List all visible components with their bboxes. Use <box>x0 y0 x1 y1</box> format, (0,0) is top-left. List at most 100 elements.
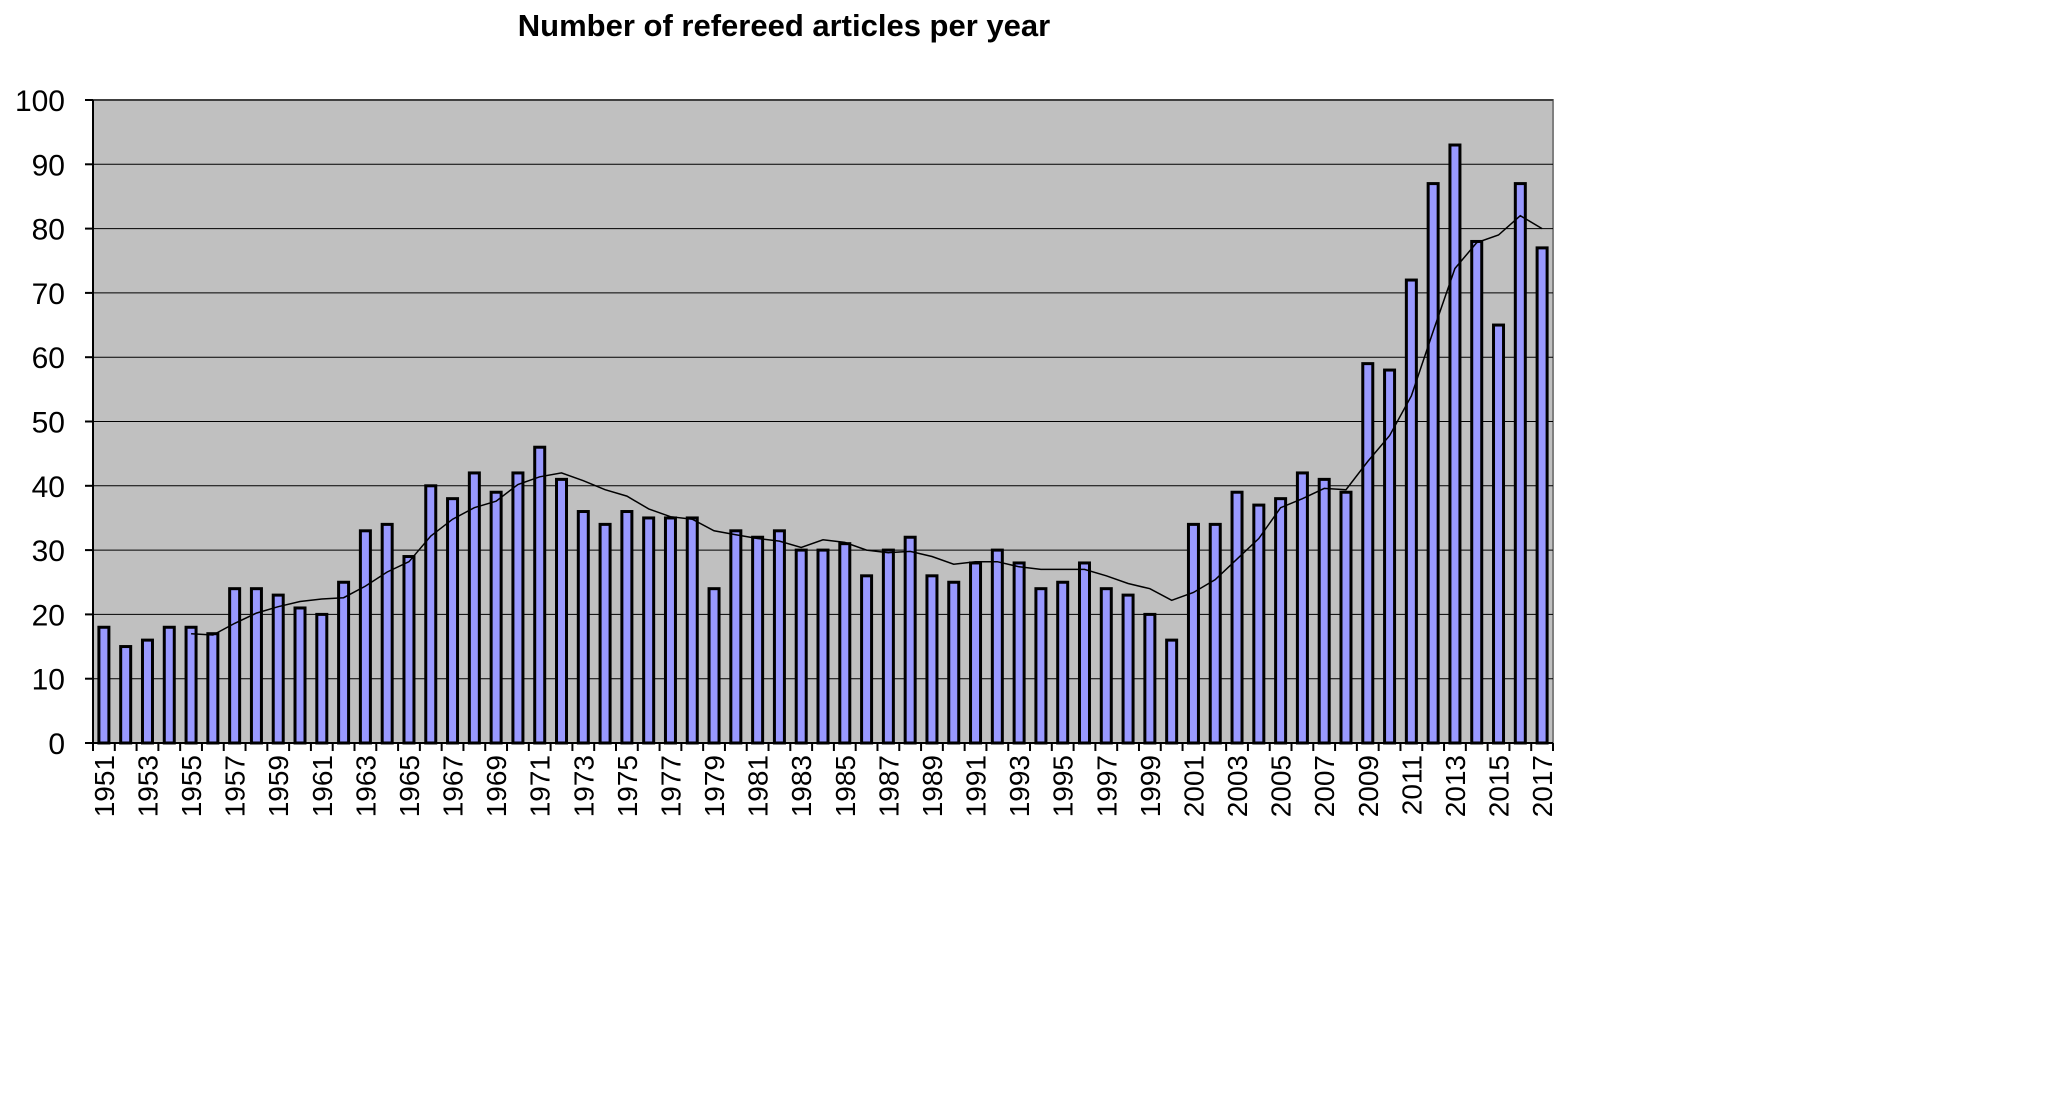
bar-1973 <box>576 510 590 745</box>
x-tick-label: 1973 <box>568 755 599 817</box>
x-tick-label: 1959 <box>263 755 294 817</box>
bar-1959 <box>271 593 285 745</box>
bar-1954 <box>162 625 176 745</box>
y-tick-label: 0 <box>48 728 65 761</box>
bar-1971 <box>533 445 547 745</box>
x-tick-label: 1961 <box>307 755 338 817</box>
bar-1978 <box>685 516 699 745</box>
x-tick-label: 1997 <box>1091 755 1122 817</box>
y-tick-label: 90 <box>32 149 65 182</box>
x-tick-label: 1981 <box>743 755 774 817</box>
x-tick-label: 2015 <box>1484 755 1515 817</box>
x-tick-label: 1957 <box>220 755 251 817</box>
bar-2007 <box>1317 477 1331 745</box>
bar-1990 <box>947 580 961 745</box>
bar-1992 <box>990 548 1004 745</box>
x-tick-label: 1965 <box>394 755 425 817</box>
x-tick-label: 2005 <box>1266 755 1297 817</box>
y-tick-label: 30 <box>32 535 65 568</box>
bar-1979 <box>707 587 721 745</box>
x-axis-tick-labels: 1951 1953 1955 1957 1959 1961 1963 1965 1967 1969… <box>89 743 1558 817</box>
bar-1970 <box>511 471 525 745</box>
x-tick-label: 2001 <box>1178 755 1209 817</box>
bar-2001 <box>1186 522 1200 745</box>
bar-1982 <box>772 529 786 745</box>
bar-1977 <box>663 516 677 745</box>
y-tick-label: 20 <box>32 599 65 632</box>
bar-1983 <box>794 548 808 745</box>
x-tick-label: 1955 <box>176 755 207 817</box>
x-tick-label: 1963 <box>350 755 381 817</box>
bar-1957 <box>228 587 242 745</box>
x-tick-label: 1989 <box>917 755 948 817</box>
bar-1956 <box>206 632 220 745</box>
x-tick-label: 2007 <box>1309 755 1340 817</box>
x-tick-label: 1993 <box>1004 755 1035 817</box>
trend-line <box>191 214 1543 636</box>
x-tick-label: 1971 <box>525 755 556 817</box>
x-tick-label: 2011 <box>1396 755 1427 815</box>
bar-1989 <box>925 574 939 745</box>
y-tick-label: 40 <box>32 471 65 504</box>
chart-title: Number of refereed articles per year <box>517 8 1051 43</box>
x-tick-label: 1977 <box>656 755 687 817</box>
bar-2012 <box>1426 182 1440 745</box>
bar-2011 <box>1404 278 1418 745</box>
bar-1998 <box>1121 593 1135 745</box>
x-tick-label: 1995 <box>1048 755 1079 817</box>
bar-1967 <box>446 497 460 745</box>
bar-2008 <box>1339 490 1353 745</box>
bar-1961 <box>315 612 329 745</box>
bar-1988 <box>903 535 917 745</box>
bar-2013 <box>1448 143 1462 745</box>
bar-1972 <box>555 477 569 745</box>
bar-1993 <box>1012 561 1026 745</box>
bar-1951 <box>97 625 111 745</box>
bar-2009 <box>1361 362 1375 745</box>
bar-1975 <box>620 510 634 745</box>
bar-1963 <box>358 529 372 745</box>
bar-2014 <box>1470 239 1484 745</box>
x-tick-label: 2009 <box>1353 755 1384 817</box>
x-tick-label: 1951 <box>89 755 120 817</box>
bar-1987 <box>881 548 895 745</box>
x-tick-label: 1983 <box>786 755 817 817</box>
y-tick-label: 70 <box>32 278 65 311</box>
bar-1976 <box>642 516 656 745</box>
bar-1974 <box>598 522 612 745</box>
y-tick-label: 80 <box>32 214 65 247</box>
bar-1996 <box>1077 561 1091 745</box>
bar-1994 <box>1034 587 1048 745</box>
bar-1964 <box>380 522 394 745</box>
bar-1969 <box>489 490 503 745</box>
bar-2000 <box>1165 638 1179 745</box>
x-tick-label: 2013 <box>1440 755 1471 817</box>
bar-1968 <box>467 471 481 745</box>
bar-1952 <box>119 645 133 745</box>
bar-1995 <box>1056 580 1070 745</box>
bar-2005 <box>1274 497 1288 745</box>
bar-1980 <box>729 529 743 745</box>
x-tick-label: 1999 <box>1135 755 1166 817</box>
bar-1984 <box>816 548 830 745</box>
y-tick-label: 50 <box>32 407 65 440</box>
bar-2006 <box>1295 471 1309 745</box>
bars <box>97 143 1549 745</box>
bar-1960 <box>293 606 307 745</box>
bar-2002 <box>1208 522 1222 745</box>
x-tick-label: 1953 <box>133 755 164 817</box>
bar-1997 <box>1099 587 1113 745</box>
bar-1991 <box>969 561 983 745</box>
x-tick-label: 1985 <box>830 755 861 817</box>
y-tick-label: 60 <box>32 342 65 375</box>
y-axis-tick-labels: 0 10 20 30 40 50 60 70 80 90 100 <box>15 85 93 761</box>
x-tick-label: 2003 <box>1222 755 1253 817</box>
bar-2010 <box>1383 368 1397 745</box>
bar-1986 <box>860 574 874 745</box>
bar-2003 <box>1230 490 1244 745</box>
bar-1962 <box>337 580 351 745</box>
bar-1955 <box>184 625 198 745</box>
x-tick-label: 1975 <box>612 755 643 817</box>
x-tick-label: 1967 <box>438 755 469 817</box>
